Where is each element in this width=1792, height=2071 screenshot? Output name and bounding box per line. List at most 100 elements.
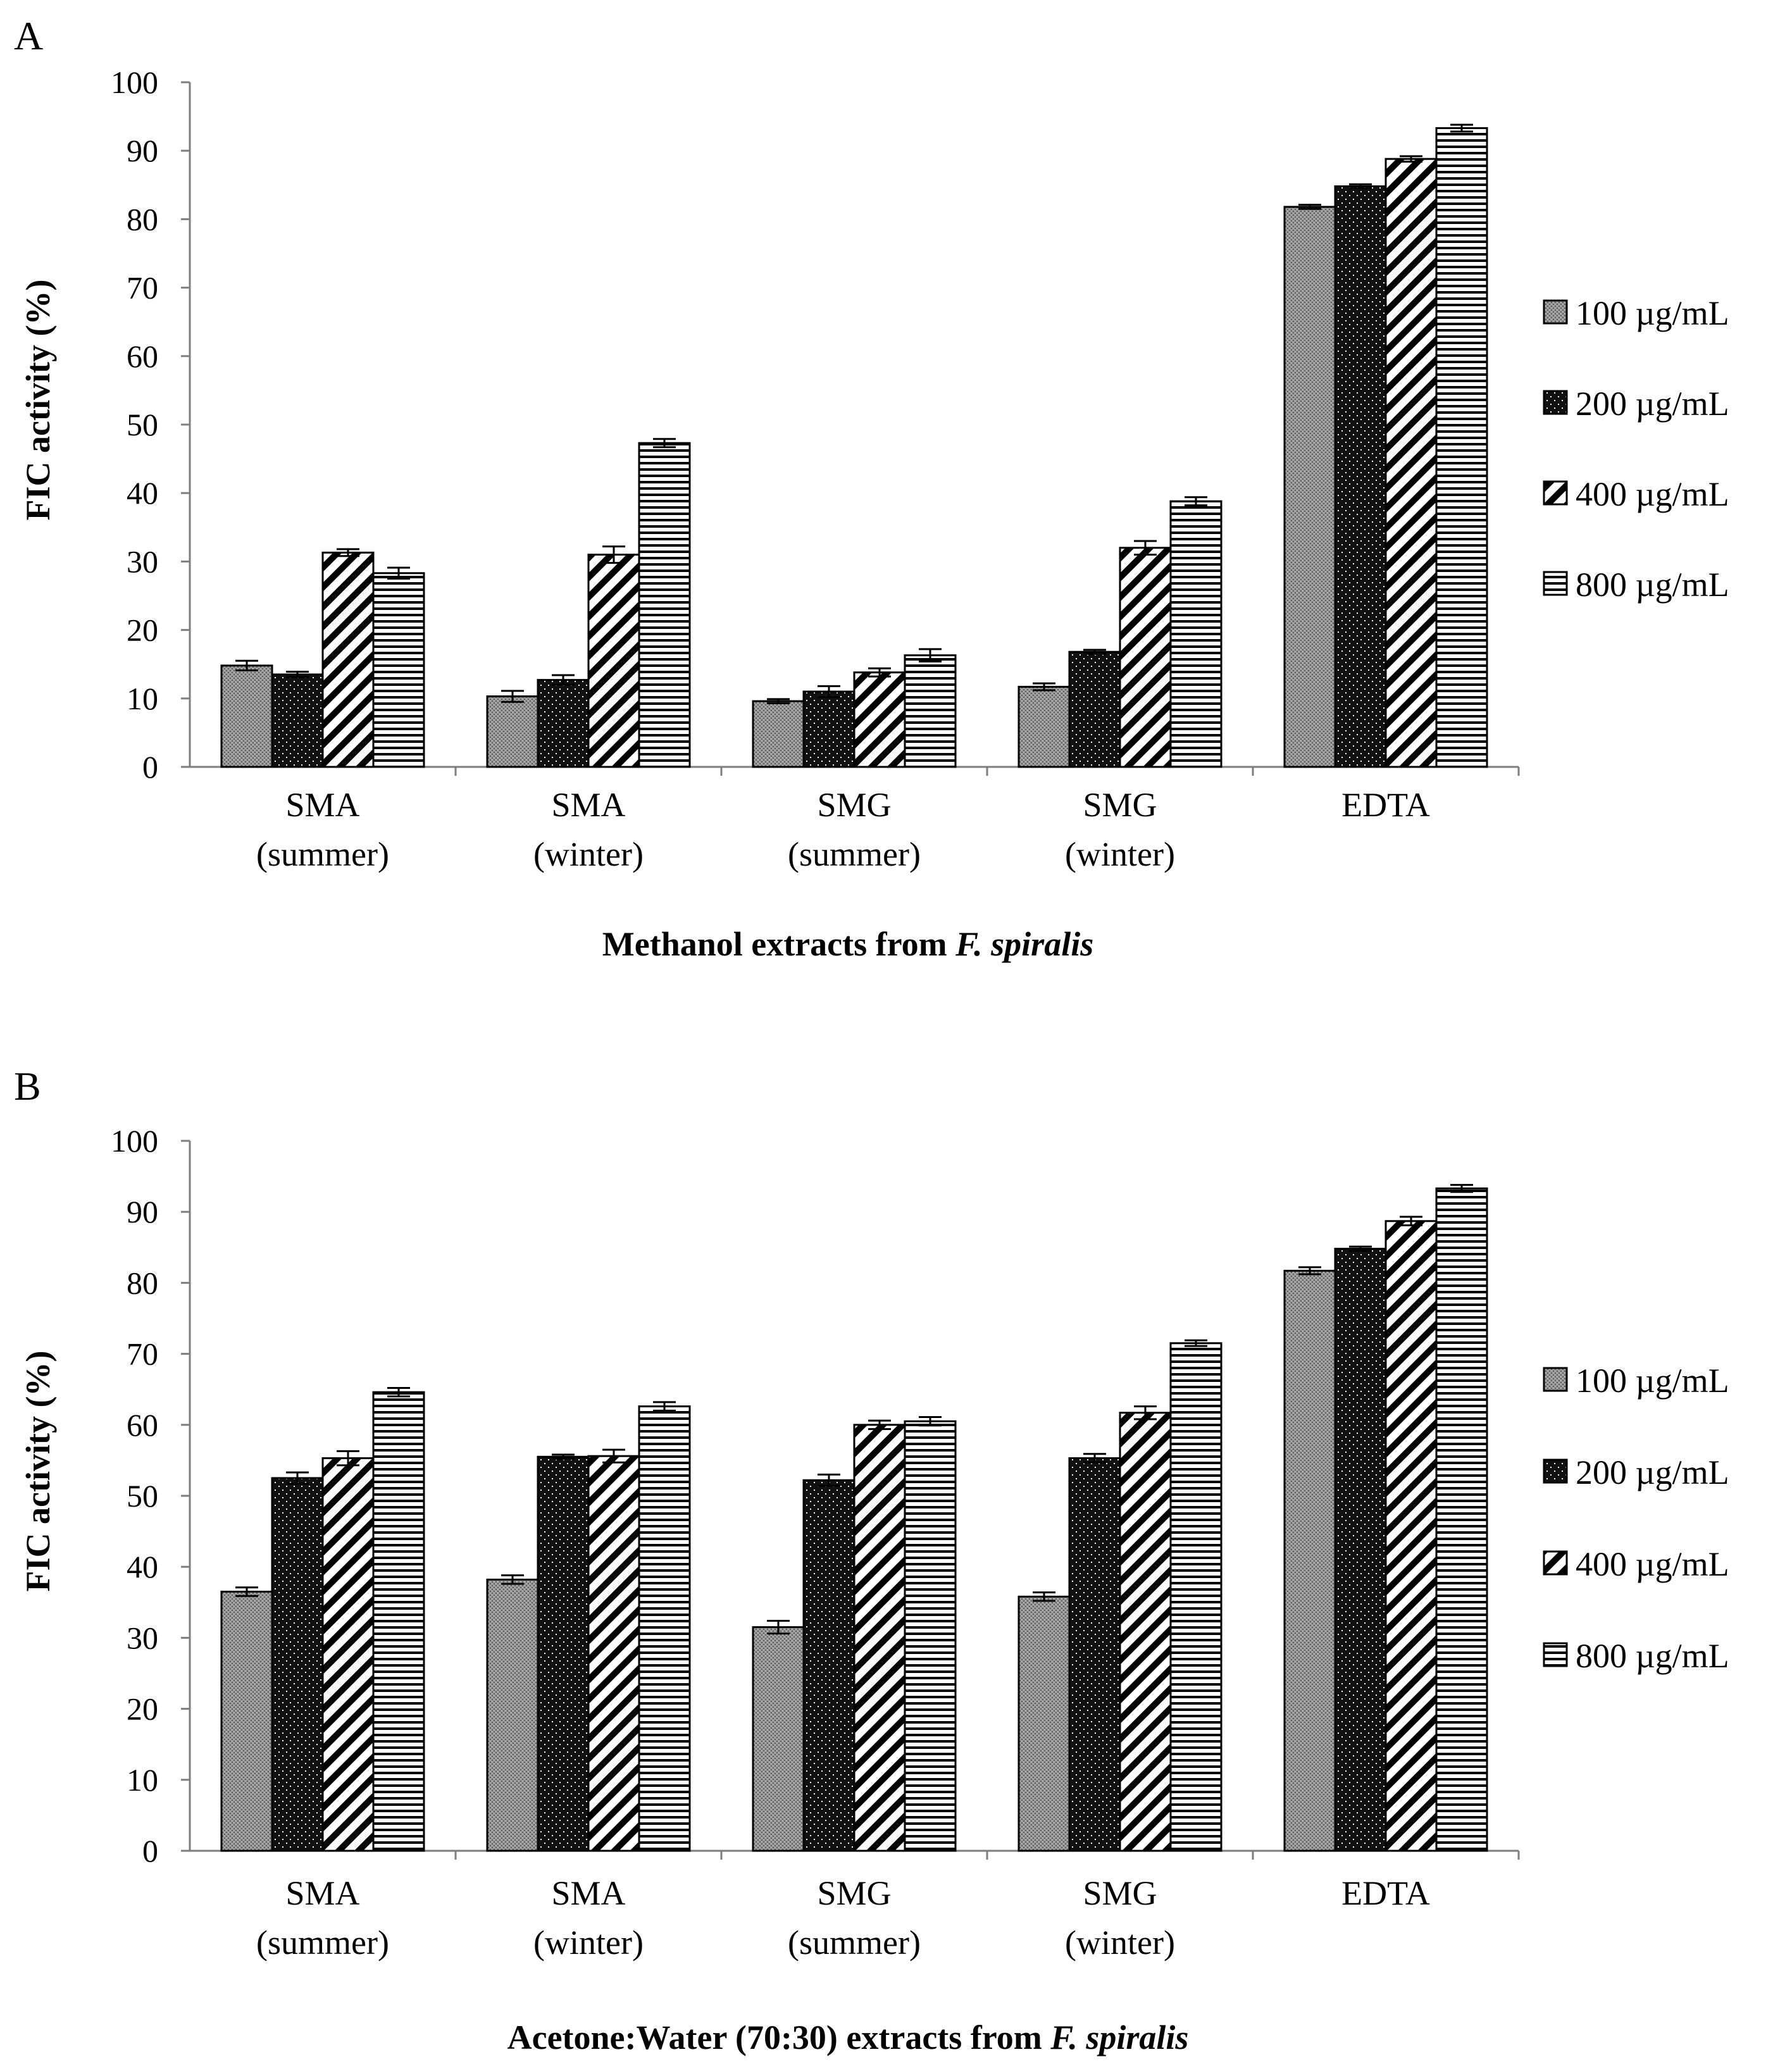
category-label: SMG bbox=[817, 1874, 891, 1912]
y-tick-label: 20 bbox=[127, 613, 158, 648]
legend-swatch bbox=[1543, 571, 1568, 596]
x-axis-title-a-species: F. spiralis bbox=[955, 925, 1093, 963]
y-tick-label: 50 bbox=[127, 407, 158, 442]
bar bbox=[1435, 1187, 1488, 1852]
bar bbox=[638, 1405, 691, 1852]
legend-label: 400 µg/mL bbox=[1576, 1545, 1729, 1583]
category-label: EDTA bbox=[1341, 786, 1430, 824]
legend-label: 400 µg/mL bbox=[1576, 475, 1729, 513]
bar bbox=[638, 442, 691, 768]
y-tick-label: 30 bbox=[127, 544, 158, 579]
panel-label-a: A bbox=[14, 13, 43, 58]
category-sublabel: (winter) bbox=[1065, 835, 1175, 873]
category-label: SMG bbox=[1083, 786, 1157, 824]
y-tick-label: 60 bbox=[127, 339, 158, 374]
legend-swatch bbox=[1543, 390, 1568, 415]
bar bbox=[1384, 158, 1438, 768]
y-tick-label: 20 bbox=[127, 1691, 158, 1727]
bar bbox=[904, 654, 957, 768]
legend-label: 200 µg/mL bbox=[1576, 385, 1729, 423]
category-label: SMA bbox=[551, 786, 625, 824]
bar bbox=[1119, 1412, 1172, 1852]
category-sublabel: (summer) bbox=[788, 1924, 921, 1962]
chart-panel-a: A FIC activity (%) Methanol extracts fro… bbox=[14, 13, 1729, 963]
category-sublabel: (winter) bbox=[1065, 1924, 1175, 1962]
bar bbox=[271, 673, 324, 768]
y-axis-title-b: FIC activity (%) bbox=[19, 1351, 57, 1592]
legend-swatch bbox=[1543, 1550, 1568, 1576]
bar bbox=[1334, 185, 1387, 768]
category-label: SMA bbox=[285, 786, 359, 824]
bar bbox=[537, 679, 590, 768]
bar bbox=[1119, 547, 1172, 768]
legend-label: 200 µg/mL bbox=[1576, 1453, 1729, 1491]
bar bbox=[1334, 1248, 1387, 1852]
bar bbox=[486, 695, 539, 768]
legend-swatch bbox=[1543, 1367, 1568, 1392]
legend-label: 800 µg/mL bbox=[1576, 566, 1729, 604]
y-tick-label: 100 bbox=[111, 65, 158, 100]
x-axis-title-a-main: Methanol extracts from bbox=[602, 925, 947, 963]
bar bbox=[220, 1590, 273, 1852]
bar bbox=[853, 671, 906, 768]
chart-panel-b: B FIC activity (%) Acetone:Water (70:30)… bbox=[14, 1064, 1729, 2056]
bar bbox=[1068, 650, 1121, 768]
bar bbox=[321, 1457, 375, 1852]
bar bbox=[486, 1578, 539, 1852]
y-tick-label: 80 bbox=[127, 201, 158, 237]
x-axis-title-b-species: F. spiralis bbox=[1050, 2018, 1188, 2056]
y-tick-label: 100 bbox=[111, 1123, 158, 1159]
legend-swatch bbox=[1543, 1458, 1568, 1484]
y-axis-title-a: FIC activity (%) bbox=[19, 280, 57, 521]
x-axis-title-a: Methanol extracts from F. spiralis bbox=[602, 925, 1093, 963]
bar bbox=[587, 1455, 640, 1852]
bar bbox=[1068, 1457, 1121, 1852]
category-sublabel: (winter) bbox=[533, 835, 644, 873]
bar bbox=[752, 1626, 805, 1852]
panel-label-b: B bbox=[14, 1064, 41, 1109]
bar bbox=[220, 664, 273, 768]
bar bbox=[1435, 127, 1488, 768]
bar bbox=[537, 1455, 590, 1852]
legend-swatch bbox=[1543, 480, 1568, 506]
y-tick-label: 90 bbox=[127, 1194, 158, 1229]
bar bbox=[372, 572, 425, 768]
bar bbox=[802, 690, 856, 768]
y-tick-label: 50 bbox=[127, 1478, 158, 1514]
legend-label: 100 µg/mL bbox=[1576, 294, 1729, 332]
y-tick-label: 70 bbox=[127, 270, 158, 306]
y-tick-label: 0 bbox=[142, 1833, 158, 1869]
category-label: SMA bbox=[551, 1874, 625, 1912]
legend-label: 800 µg/mL bbox=[1576, 1637, 1729, 1675]
legend-swatch bbox=[1543, 299, 1568, 325]
y-tick-label: 30 bbox=[127, 1620, 158, 1655]
category-sublabel: (summer) bbox=[256, 835, 389, 873]
y-tick-label: 90 bbox=[127, 133, 158, 168]
bar bbox=[1384, 1220, 1438, 1852]
y-tick-label: 70 bbox=[127, 1336, 158, 1372]
y-tick-label: 10 bbox=[127, 681, 158, 716]
y-tick-label: 0 bbox=[142, 749, 158, 785]
category-label: SMG bbox=[1083, 1874, 1157, 1912]
bar bbox=[1283, 206, 1336, 768]
bar bbox=[752, 700, 805, 768]
y-tick-label: 40 bbox=[127, 475, 158, 511]
bar bbox=[1169, 500, 1223, 768]
bar bbox=[904, 1420, 957, 1852]
bar bbox=[802, 1479, 856, 1852]
x-axis-title-b: Acetone:Water (70:30) extracts from F. s… bbox=[507, 2018, 1189, 2056]
x-axis-title-b-main: Acetone:Water (70:30) extracts from bbox=[507, 2018, 1042, 2056]
bar bbox=[372, 1391, 425, 1852]
category-label: EDTA bbox=[1341, 1874, 1430, 1912]
bar bbox=[1017, 1595, 1071, 1852]
y-tick-label: 60 bbox=[127, 1407, 158, 1443]
bar bbox=[1017, 685, 1071, 768]
y-tick-label: 80 bbox=[127, 1265, 158, 1300]
category-sublabel: (summer) bbox=[788, 835, 921, 873]
bar bbox=[1169, 1342, 1223, 1852]
bar bbox=[271, 1477, 324, 1852]
bar bbox=[321, 551, 375, 768]
y-tick-label: 10 bbox=[127, 1762, 158, 1798]
bar bbox=[587, 554, 640, 768]
